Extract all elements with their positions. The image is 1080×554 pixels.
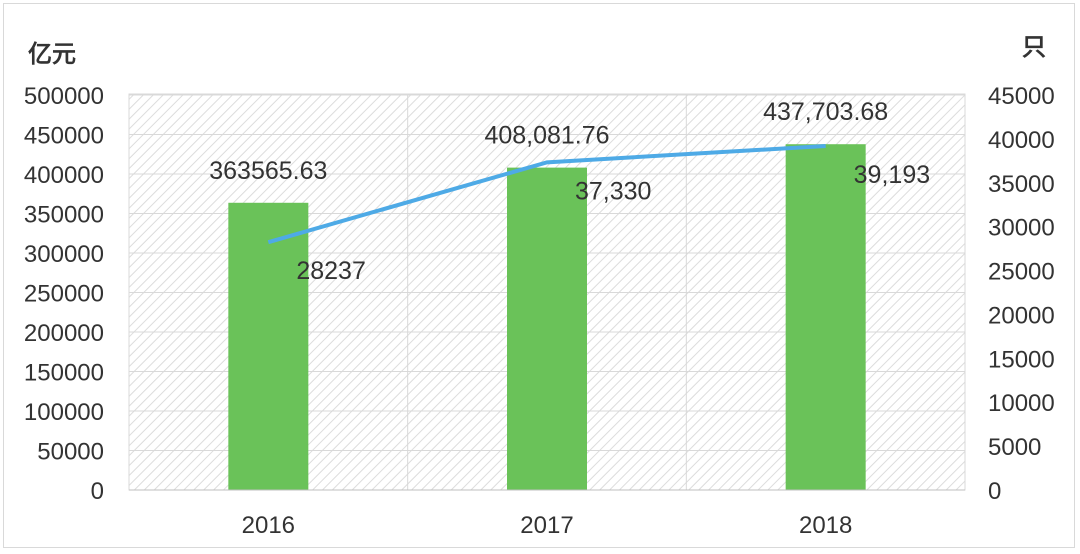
bar-data-label: 437,703.68 <box>763 98 888 126</box>
x-tick-label: 2018 <box>799 512 852 539</box>
right-tick-label: 10000 <box>988 390 1055 417</box>
right-tick-label: 20000 <box>988 302 1055 329</box>
bar <box>228 202 309 491</box>
right-axis-unit: 只 <box>1022 34 1046 61</box>
line-series <box>267 143 826 245</box>
right-tick-label: 15000 <box>988 346 1055 373</box>
left-tick-label: 200000 <box>24 320 104 347</box>
line-data-label: 39,193 <box>854 161 930 189</box>
bar-data-label: 408,081.76 <box>484 122 609 150</box>
left-tick-label: 250000 <box>24 281 104 308</box>
left-tick-label: 0 <box>91 478 104 505</box>
bar <box>785 144 866 490</box>
left-tick-label: 450000 <box>24 123 104 150</box>
right-tick-label: 30000 <box>988 215 1055 242</box>
left-tick-label: 100000 <box>24 399 104 426</box>
left-tick-label: 150000 <box>24 360 104 387</box>
bar <box>507 167 587 490</box>
right-tick-label: 45000 <box>988 83 1055 110</box>
left-tick-label: 500000 <box>24 83 104 110</box>
line-data-label: 37,330 <box>575 177 651 205</box>
left-tick-label: 300000 <box>24 241 104 268</box>
left-axis-unit: 亿元 <box>28 41 76 68</box>
x-tick-label: 2016 <box>242 512 295 539</box>
x-tick-label: 2017 <box>520 512 573 539</box>
bar-data-label: 363565.63 <box>209 157 327 185</box>
right-tick-label: 5000 <box>988 434 1041 461</box>
left-tick-label: 400000 <box>24 162 104 189</box>
chart-frame <box>3 3 1075 548</box>
left-tick-label: 50000 <box>37 439 104 466</box>
left-tick-label: 350000 <box>24 202 104 229</box>
line-data-label: 28237 <box>296 257 366 285</box>
right-tick-label: 0 <box>988 478 1001 505</box>
right-tick-label: 40000 <box>988 127 1055 154</box>
right-tick-label: 35000 <box>988 171 1055 198</box>
right-tick-label: 25000 <box>988 259 1055 286</box>
